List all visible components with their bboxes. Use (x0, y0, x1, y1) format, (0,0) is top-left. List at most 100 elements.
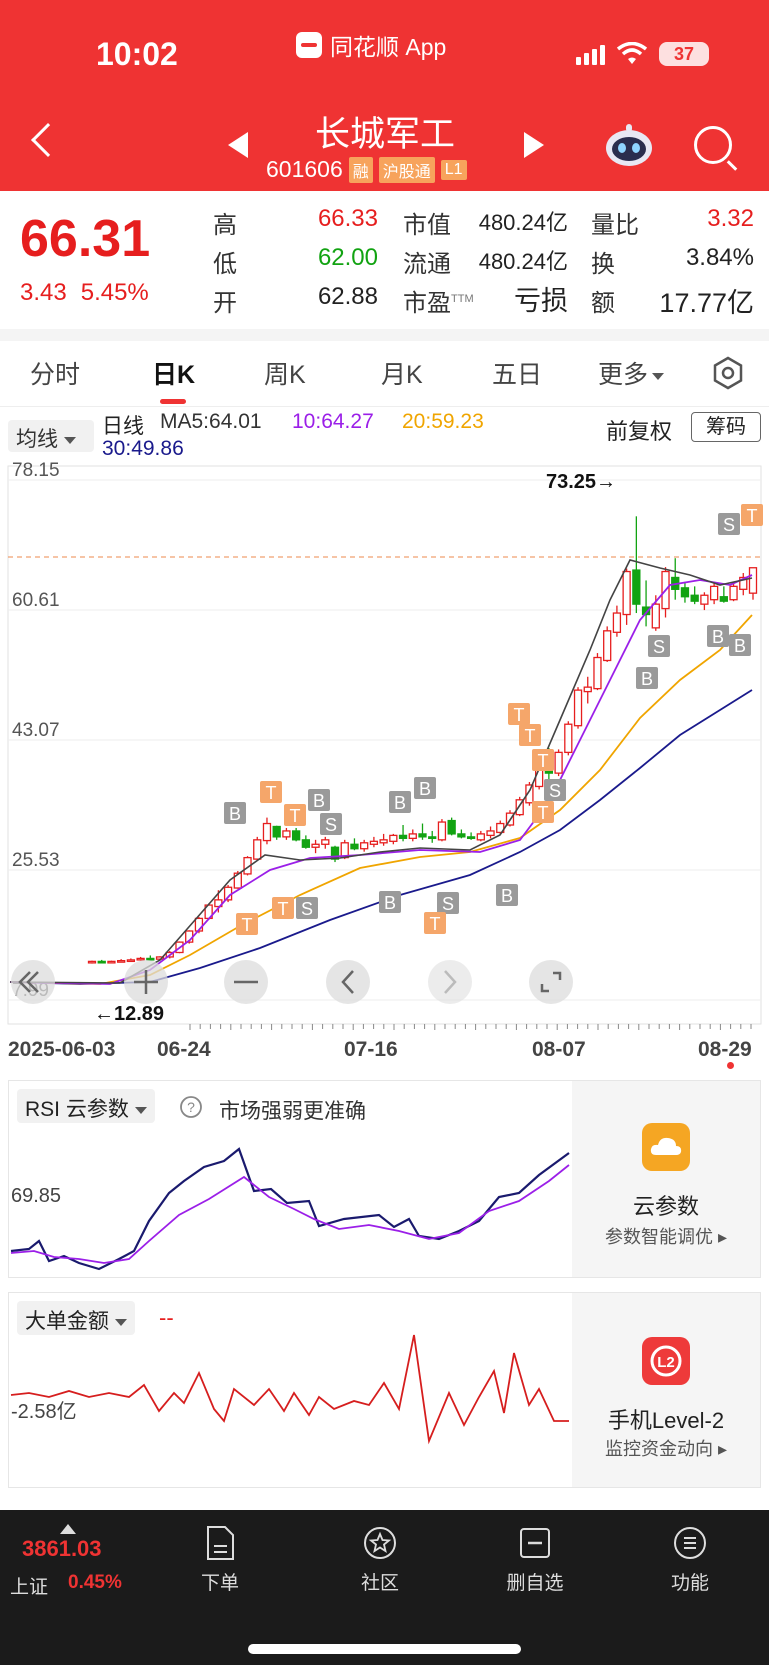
candle-body (515, 799, 524, 816)
candle-body (126, 959, 136, 963)
candle (748, 567, 758, 600)
candle-body (603, 630, 612, 662)
trade-marker-badge (718, 513, 740, 535)
nav-community[interactable]: 社区 (340, 1524, 420, 1595)
float-value: 480.24亿 (478, 249, 568, 274)
trade-marker: B (636, 667, 658, 689)
candle-body (476, 833, 485, 841)
search-icon[interactable] (694, 126, 732, 164)
nav-remove-watchlist[interactable]: 删自选 (495, 1524, 575, 1595)
ma10-value: 10:64.27 (292, 410, 374, 433)
remove-watchlist-icon (520, 1528, 550, 1558)
trade-marker: B (224, 802, 246, 824)
date-label-2: 06-24 (157, 1038, 211, 1061)
trade-marker-letter: T (538, 751, 549, 771)
y-tick-label: 43.07 (12, 720, 60, 741)
candle (466, 832, 476, 840)
candle (369, 836, 379, 848)
index-name: 上证 (10, 1577, 49, 1598)
candle-body (389, 834, 398, 842)
market-index[interactable]: 3861.03 上证 0.45% (0, 1510, 150, 1620)
candle (709, 583, 719, 605)
trade-marker-badge (532, 801, 554, 823)
trade-marker-badge (236, 913, 258, 935)
level2-card[interactable]: L2 手机Level-2 监控资金动向 ▸ (572, 1293, 760, 1487)
tab-daily-k[interactable]: 日K (152, 361, 196, 389)
trade-marker: T (532, 801, 554, 823)
chip-distribution-button[interactable]: 筹码 (691, 412, 761, 442)
candle-body (622, 570, 631, 616)
next-stock-icon[interactable] (524, 132, 544, 158)
candle (117, 959, 126, 963)
candle (476, 830, 485, 842)
candle (301, 835, 311, 849)
nav-remove-label: 删自选 (506, 1573, 564, 1594)
order-icon (207, 1526, 234, 1560)
app-icon (296, 32, 322, 58)
tab-weekly-k[interactable]: 周K (264, 361, 306, 389)
date-end: 08-29 (698, 1038, 752, 1061)
candle-body (641, 606, 651, 616)
cloud-params-card[interactable]: 云参数 参数智能调优 ▸ (572, 1081, 760, 1277)
chevron-down-icon (652, 372, 665, 380)
prev-stock-icon[interactable] (228, 132, 248, 158)
candle (350, 838, 359, 851)
tab-monthly-k[interactable]: 月K (381, 361, 423, 389)
ma30-value: 30:49.86 (102, 437, 184, 460)
candle (486, 826, 495, 839)
robot-assistant-icon[interactable] (604, 122, 654, 168)
candle-body (486, 830, 495, 837)
stock-code-row: 601606 融 沪股通 L1 (266, 156, 467, 183)
tab-more[interactable]: 更多 (598, 355, 665, 391)
candle-body (350, 843, 359, 850)
rsi-line-2 (10, 1164, 570, 1264)
cloud-params-title: 云参数 (632, 1194, 699, 1219)
turnover-value: 3.84% (685, 244, 754, 271)
tab-intraday[interactable]: 分时 (30, 361, 81, 389)
candle (321, 836, 330, 849)
cloud-params-sub: 参数智能调优 ▸ (604, 1227, 728, 1247)
ma10-line (9, 574, 753, 985)
help-icon[interactable]: ? (179, 1095, 203, 1119)
turnover-label: 换 (591, 251, 615, 278)
level2-icon: L2 (642, 1337, 690, 1385)
candle (525, 782, 534, 806)
back-icon[interactable] (31, 123, 65, 157)
candle-body (418, 833, 427, 838)
candle-body (321, 839, 330, 845)
source-app[interactable]: 同花顺 App (296, 28, 446, 62)
nav-functions[interactable]: 功能 (650, 1524, 730, 1595)
candle (398, 825, 408, 842)
nav-order[interactable]: 下单 (180, 1524, 260, 1595)
settings-hex-icon[interactable] (711, 356, 745, 390)
cloud-icon (642, 1123, 690, 1171)
change-value: 3.43 (20, 279, 67, 306)
candle-body (369, 840, 379, 845)
wifi-icon (617, 42, 647, 64)
trade-marker-letter: T (290, 806, 301, 826)
candle (632, 516, 641, 614)
candle (126, 958, 136, 963)
candle (739, 573, 748, 596)
candle-body (690, 594, 699, 602)
trade-marker: B (308, 789, 330, 811)
adjust-mode[interactable]: 前复权 (606, 419, 673, 444)
candle (603, 626, 612, 662)
svg-text:?: ? (187, 1099, 195, 1115)
candle (457, 829, 466, 839)
header-bar: 10:02 同花顺 App 37 长城军工 601606 融 沪股通 L1 (0, 0, 769, 191)
candle (262, 817, 272, 845)
x-axis-ticks (189, 1024, 752, 1030)
rsi-indicator-dropdown[interactable]: RSI 云参数 (17, 1089, 155, 1123)
level2-title: 手机Level-2 (607, 1408, 725, 1433)
candle-body (233, 872, 242, 889)
trade-marker-badge (379, 891, 401, 913)
open-value: 62.88 (317, 283, 378, 310)
big-order-dropdown[interactable]: 大单金额 (17, 1301, 135, 1335)
high-annotation: 73.25→ (546, 471, 616, 493)
tab-five-day[interactable]: 五日 (492, 361, 543, 389)
candle (729, 583, 738, 602)
ma-dropdown[interactable]: 均线 (8, 420, 94, 452)
